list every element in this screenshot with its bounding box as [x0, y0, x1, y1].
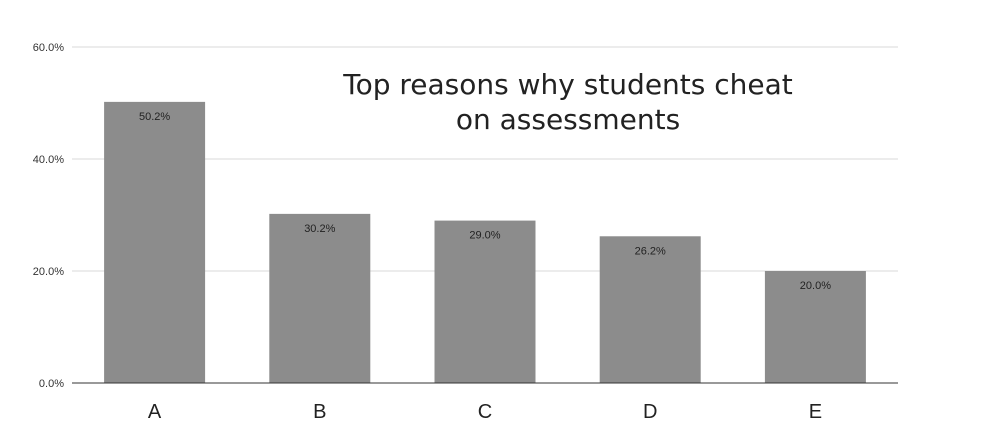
- y-tick-label: 60.0%: [33, 42, 64, 54]
- bar-c: [434, 220, 536, 383]
- data-label: 26.2%: [635, 245, 666, 257]
- bar-e: [764, 271, 866, 383]
- data-label: 50.2%: [139, 111, 170, 123]
- x-category-label: C: [478, 401, 492, 423]
- x-category-label: D: [643, 401, 657, 423]
- x-category-label: B: [313, 401, 326, 423]
- data-label: 29.0%: [469, 230, 500, 242]
- chart-title-line: on assessments: [456, 103, 680, 136]
- y-tick-label: 20.0%: [33, 266, 64, 278]
- bar-d: [599, 236, 701, 383]
- data-label: 20.0%: [800, 280, 831, 292]
- chart-title-line: Top reasons why students cheat: [342, 68, 793, 101]
- y-tick-label: 40.0%: [33, 154, 64, 166]
- x-category-label: E: [809, 401, 822, 423]
- x-category-label: A: [148, 401, 162, 423]
- y-tick-label: 0.0%: [39, 378, 64, 390]
- bar-a: [104, 101, 206, 383]
- data-label: 30.2%: [304, 223, 335, 235]
- bar-b: [269, 213, 371, 383]
